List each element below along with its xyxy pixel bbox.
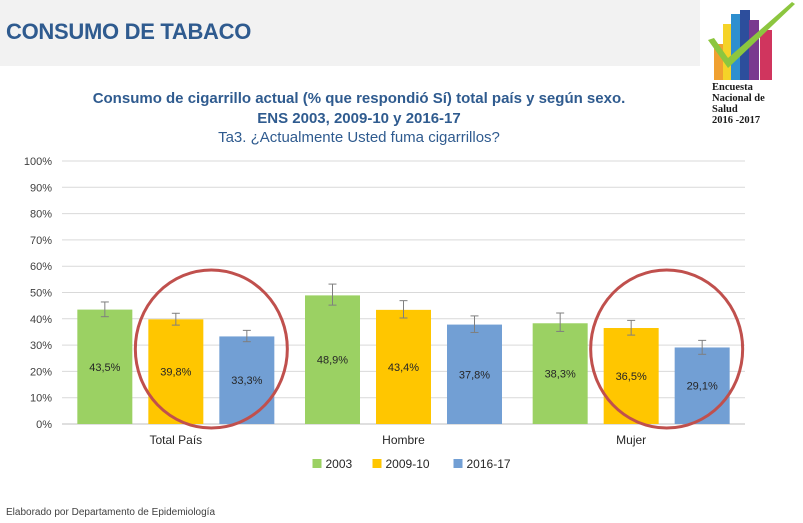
legend-label: 2009-10 [386,457,430,471]
footer-credit: Elaborado por Departamento de Epidemiolo… [6,507,216,518]
y-axis: 0% 10% 20% 30% 40% 50% 60% 70% 80% 90% 100% [24,156,52,431]
logo-text-4: 2016 -2017 [712,115,761,126]
bar [447,324,502,424]
bar [77,309,133,424]
logo-bar [749,20,759,80]
logo-checkmark [708,2,795,68]
chart-subtitle: Ta3. ¿Actualmente Usted fuma cigarrillos… [218,129,500,146]
x-axis: Total País Hombre Mujer [149,433,646,447]
bar [532,323,588,424]
data-label: 43,5% [89,362,120,374]
highlight-ellipse [133,268,289,430]
ens-logo: Encuesta Nacional de Salud 2016 -2017 [700,0,803,128]
y-tick-label: 90% [30,182,52,194]
data-label: 39,8% [160,367,191,379]
legend-label: 2016-17 [467,457,511,471]
bar [603,328,659,424]
y-tick-label: 10% [30,393,52,405]
logo-text-2: Nacional de [712,93,765,104]
highlight-ellipse [589,268,745,430]
logo-text-3: Salud [712,104,738,115]
data-label: 38,3% [545,369,576,381]
y-tick-label: 70% [30,235,52,247]
legend-swatch [453,459,463,468]
x-category-label: Mujer [616,433,646,447]
bar [376,309,431,424]
bar [219,336,275,424]
data-label: 33,3% [231,375,262,387]
data-label: 43,4% [388,362,419,374]
data-label: 48,9% [317,355,348,367]
chart-title-line1: Consumo de cigarrillo actual (% que resp… [92,90,626,107]
header-band [0,0,803,66]
y-tick-label: 40% [30,314,52,326]
logo-graphic [708,2,795,80]
x-category-label: Hombre [382,433,425,447]
data-label: 29,1% [687,381,718,393]
y-tick-label: 0% [36,419,52,431]
legend-swatch [372,459,382,468]
bar [305,295,360,424]
logo-text-1: Encuesta [712,82,753,93]
chart-title-line2: ENS 2003, 2009-10 y 2016-17 [257,110,461,127]
highlight-circles [133,268,745,430]
y-tick-label: 60% [30,261,52,273]
legend: 2003 2009-10 2016-17 [312,457,511,471]
y-tick-label: 80% [30,209,52,221]
y-tick-label: 20% [30,366,52,378]
logo-bar [723,24,733,80]
legend-label: 2003 [326,457,353,471]
bar [674,347,730,424]
logo-bar [760,30,772,80]
page-title: CONSUMO DE TABACO [6,19,252,44]
bars: 43,5% 39,8% 33,3% 48,9% 43,4% 37,8% 38,3% 36,5%… [77,283,730,424]
logo-bar [731,14,741,80]
data-label: 37,8% [459,369,490,381]
x-category-label: Total País [149,433,202,447]
y-tick-label: 50% [30,288,52,300]
y-tick-label: 30% [30,340,52,352]
legend-swatch [312,459,322,468]
y-tick-label: 100% [24,156,52,168]
data-label: 36,5% [616,371,647,383]
